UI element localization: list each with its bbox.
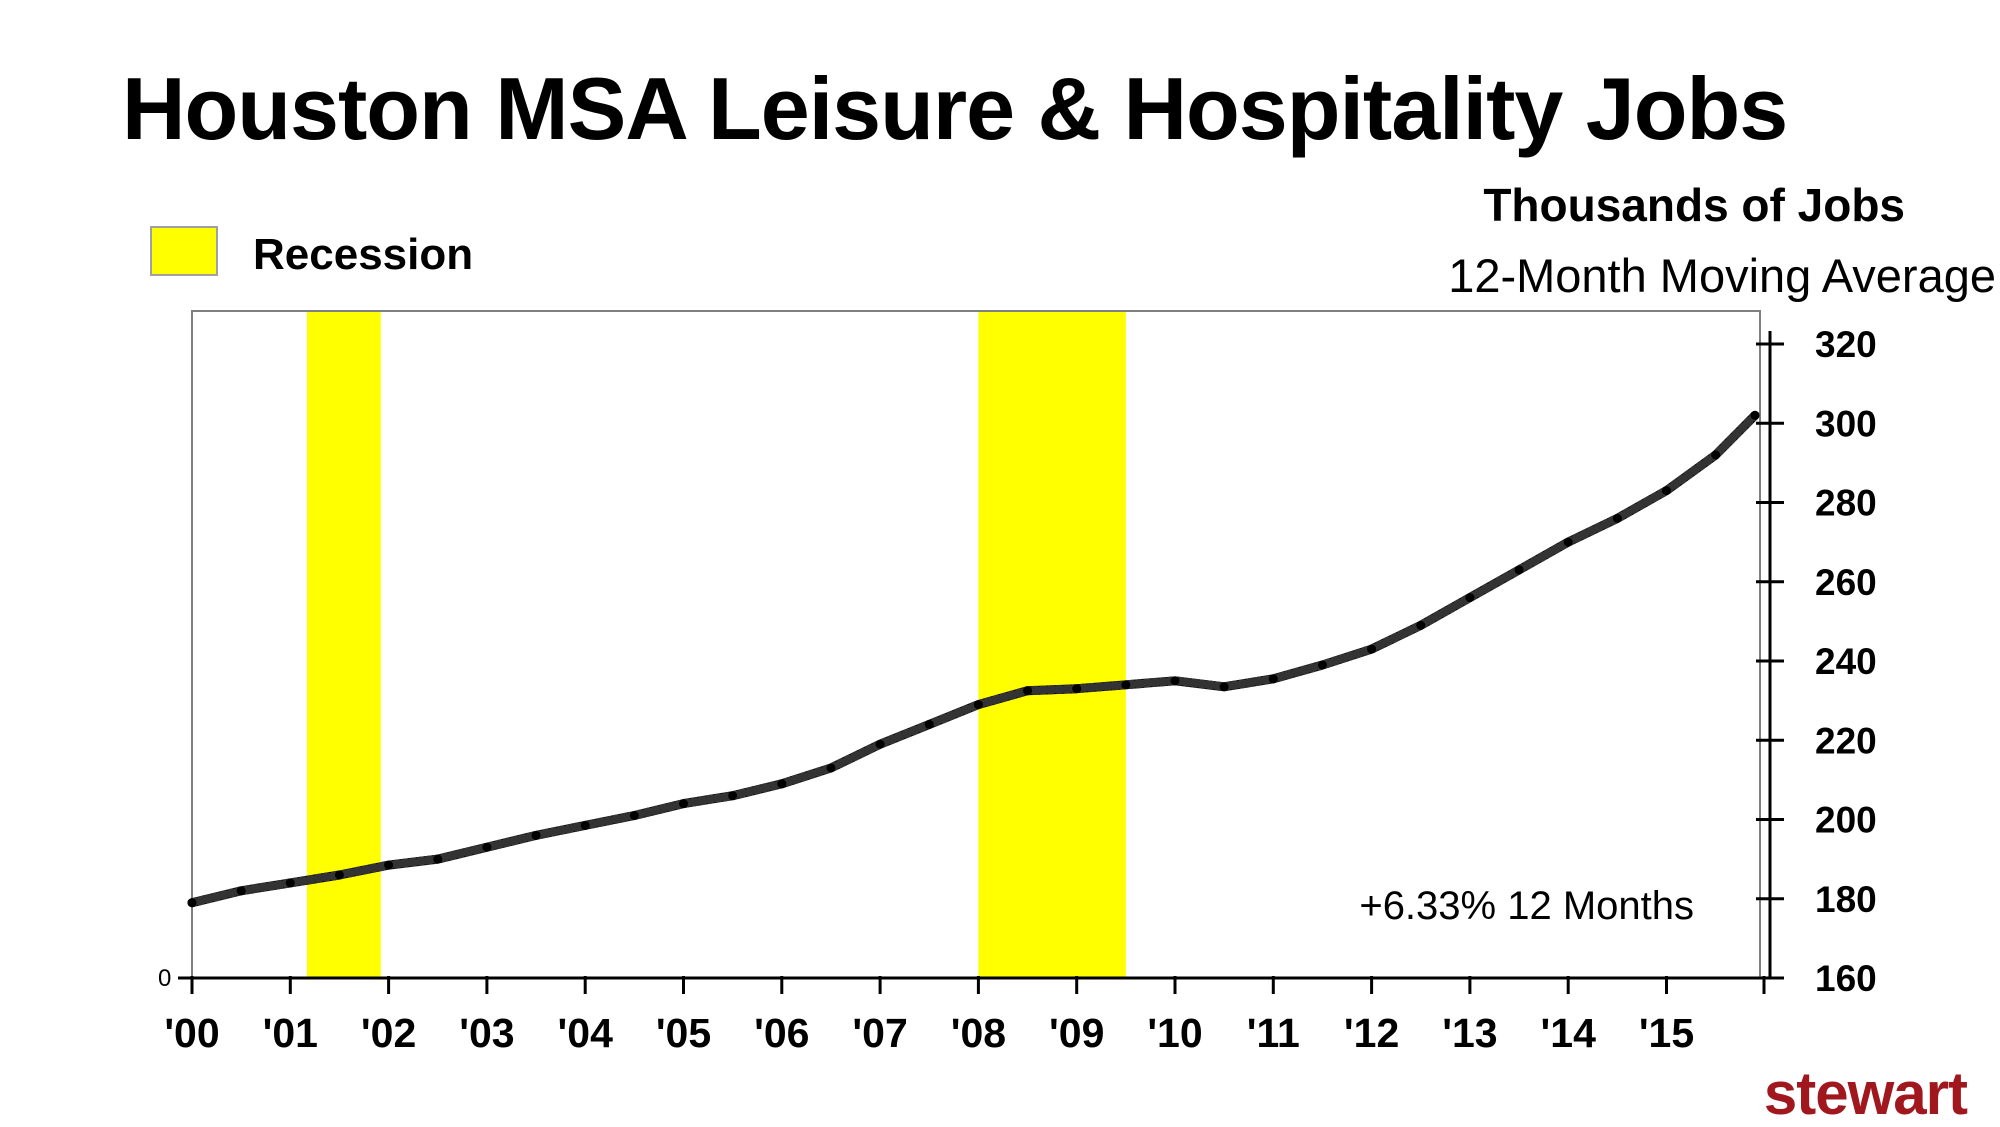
data-point-0-31 — [1711, 450, 1721, 460]
data-point-0-32 — [1750, 410, 1760, 420]
data-point-0-2 — [285, 878, 295, 888]
y-tick-label-220: 220 — [1815, 720, 1877, 761]
x-tick-label-3: '03 — [459, 1010, 514, 1056]
data-point-0-18 — [1072, 684, 1082, 694]
data-point-0-22 — [1268, 674, 1278, 684]
data-point-0-28 — [1563, 537, 1573, 547]
data-point-0-8 — [580, 820, 590, 830]
data-point-0-10 — [679, 799, 688, 809]
data-point-0-25 — [1416, 620, 1426, 630]
x-tick-label-12: '12 — [1344, 1010, 1399, 1056]
data-point-0-3 — [334, 870, 344, 880]
y-tick-label-280: 280 — [1815, 483, 1877, 524]
y-tick-label-300: 300 — [1815, 403, 1877, 444]
x-tick-label-10: '10 — [1147, 1010, 1202, 1056]
x-tick-label-4: '04 — [558, 1010, 614, 1056]
x-tick-label-8: '08 — [951, 1010, 1006, 1056]
data-point-0-17 — [1023, 686, 1033, 696]
stewart-logo: stewart — [1763, 1060, 1968, 1127]
data-point-0-21 — [1219, 682, 1229, 692]
recession-bands — [307, 311, 1126, 978]
x-tick-label-1: '01 — [263, 1010, 318, 1056]
origin-label: 0 — [158, 965, 171, 992]
y-axis-units: Thousands of Jobs — [1483, 179, 1905, 231]
data-point-0-12 — [777, 779, 787, 789]
data-point-0-24 — [1367, 644, 1377, 654]
legend-recession-swatch — [150, 226, 218, 276]
data-point-0-16 — [973, 700, 983, 710]
y-tick-label-180: 180 — [1815, 879, 1877, 920]
series-layer — [187, 410, 1760, 908]
data-point-0-27 — [1514, 565, 1524, 575]
plot-frame — [191, 310, 1761, 979]
data-point-0-9 — [629, 811, 639, 821]
chart-title: Houston MSA Leisure & Hospitality Jobs — [122, 59, 1788, 158]
data-point-0-19 — [1121, 680, 1131, 690]
axes: 160 180 200 220 240 260 280 300 320 '00 '01 '02 '03 '… — [158, 324, 1877, 1056]
data-point-0-23 — [1317, 660, 1327, 670]
recession-band-2 — [978, 311, 1126, 978]
y-tick-label-320: 320 — [1815, 324, 1877, 365]
x-tick-label-13: '13 — [1442, 1010, 1497, 1056]
y-tick-label-240: 240 — [1815, 641, 1877, 682]
data-point-0-29 — [1612, 513, 1622, 523]
change-annotation: +6.33% 12 Months — [1359, 884, 1694, 928]
x-tick-label-14: '14 — [1541, 1010, 1597, 1056]
data-point-0-0 — [187, 898, 197, 908]
data-point-0-15 — [924, 719, 934, 729]
data-point-0-7 — [531, 830, 541, 840]
data-point-0-26 — [1465, 593, 1475, 603]
y-tick-label-160: 160 — [1815, 958, 1877, 999]
series-line-0 — [187, 410, 1760, 908]
data-point-0-11 — [728, 791, 738, 801]
data-point-0-13 — [826, 763, 836, 773]
chart-subtitle: 12-Month Moving Average — [1448, 249, 1996, 302]
data-point-0-1 — [236, 886, 246, 896]
data-point-0-6 — [482, 842, 492, 852]
data-point-0-14 — [875, 739, 885, 749]
y-tick-label-260: 260 — [1815, 562, 1877, 603]
x-tick-label-15: '15 — [1639, 1010, 1694, 1056]
data-point-0-5 — [433, 854, 443, 864]
data-point-0-4 — [384, 860, 394, 870]
x-tick-label-2: '02 — [361, 1010, 416, 1056]
data-point-0-20 — [1170, 676, 1180, 686]
x-tick-label-0: '00 — [164, 1010, 219, 1056]
x-tick-label-6: '06 — [754, 1010, 809, 1056]
x-tick-label-7: '07 — [852, 1010, 907, 1056]
x-tick-label-5: '05 — [656, 1010, 711, 1056]
legend-recession-label: Recession — [253, 230, 474, 279]
series-texture-0 — [187, 410, 1760, 908]
x-tick-label-11: '11 — [1247, 1010, 1300, 1056]
data-point-0-30 — [1662, 486, 1671, 496]
y-tick-label-200: 200 — [1815, 800, 1877, 841]
x-tick-label-9: '09 — [1049, 1010, 1104, 1056]
